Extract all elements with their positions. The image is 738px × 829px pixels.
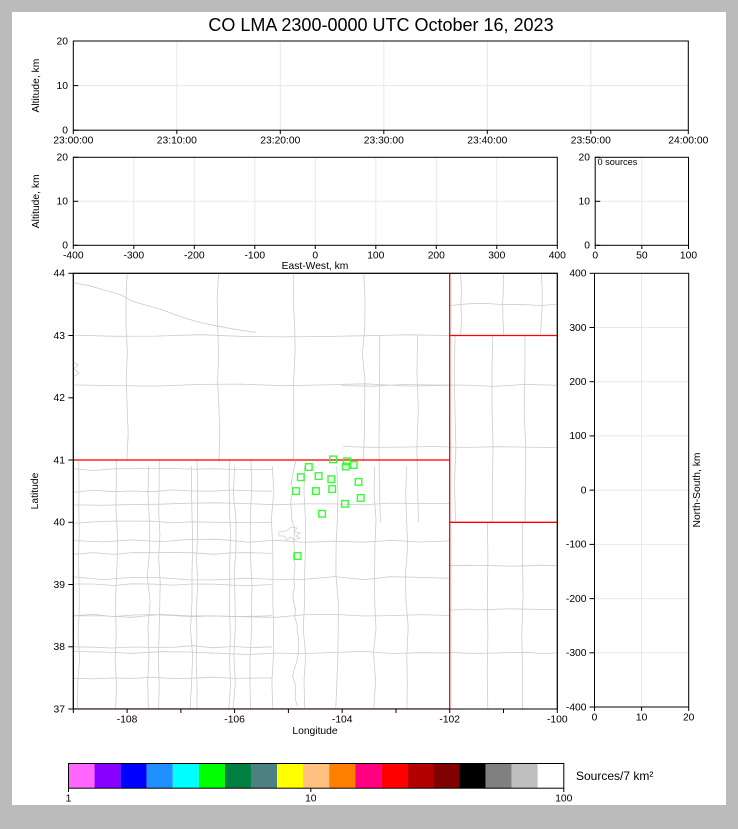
svg-text:43: 43	[54, 331, 66, 342]
svg-text:40: 40	[54, 518, 66, 529]
svg-text:-400: -400	[63, 251, 84, 262]
svg-text:20: 20	[683, 713, 695, 724]
svg-text:-108: -108	[117, 715, 138, 726]
svg-text:0: 0	[312, 251, 318, 262]
svg-text:0: 0	[584, 241, 590, 252]
svg-text:44: 44	[54, 269, 66, 280]
svg-text:10: 10	[636, 713, 648, 724]
svg-text:39: 39	[54, 580, 66, 591]
svg-text:Sources/7 km²: Sources/7 km²	[576, 769, 653, 783]
svg-text:-106: -106	[224, 715, 245, 726]
svg-text:20: 20	[57, 36, 69, 47]
svg-text:-104: -104	[332, 715, 353, 726]
svg-text:10: 10	[57, 81, 69, 92]
svg-text:-300: -300	[123, 251, 144, 262]
svg-text:23:50:00: 23:50:00	[571, 136, 611, 147]
svg-text:23:30:00: 23:30:00	[364, 136, 404, 147]
svg-text:20: 20	[579, 153, 591, 164]
svg-text:24:00:00: 24:00:00	[668, 136, 708, 147]
svg-text:0 sources: 0 sources	[598, 157, 638, 167]
svg-text:42: 42	[54, 393, 66, 404]
svg-text:Latitude: Latitude	[30, 472, 41, 509]
svg-text:100: 100	[555, 794, 572, 805]
svg-text:100: 100	[680, 251, 697, 262]
svg-text:23:10:00: 23:10:00	[157, 136, 197, 147]
svg-text:10: 10	[579, 197, 591, 208]
svg-text:Longitude: Longitude	[292, 726, 338, 737]
svg-text:400: 400	[549, 251, 566, 262]
svg-text:0: 0	[592, 251, 598, 262]
svg-text:Altitude, km: Altitude, km	[31, 174, 42, 228]
svg-text:North-South, km: North-South, km	[692, 453, 703, 528]
svg-text:Altitude, km: Altitude, km	[31, 59, 42, 113]
svg-text:200: 200	[428, 251, 445, 262]
svg-text:20: 20	[57, 153, 69, 164]
svg-text:-100: -100	[244, 251, 265, 262]
svg-text:300: 300	[488, 251, 505, 262]
svg-text:10: 10	[305, 794, 317, 805]
svg-text:-100: -100	[566, 540, 587, 551]
svg-text:-400: -400	[566, 702, 587, 713]
svg-text:300: 300	[569, 323, 586, 334]
svg-text:23:00:00: 23:00:00	[53, 136, 93, 147]
svg-text:-200: -200	[184, 251, 205, 262]
svg-text:10: 10	[57, 197, 69, 208]
svg-text:-200: -200	[566, 594, 587, 605]
svg-text:41: 41	[54, 455, 66, 466]
svg-text:East-West, km: East-West, km	[282, 261, 349, 272]
svg-text:0: 0	[592, 713, 598, 724]
svg-text:23:20:00: 23:20:00	[260, 136, 300, 147]
svg-text:37: 37	[54, 704, 66, 715]
svg-text:CO LMA 2300-0000 UTC October 1: CO LMA 2300-0000 UTC October 16, 2023	[208, 15, 553, 35]
svg-text:400: 400	[569, 269, 586, 280]
svg-text:0: 0	[581, 485, 587, 496]
svg-text:23:40:00: 23:40:00	[467, 136, 507, 147]
svg-text:-100: -100	[547, 715, 568, 726]
svg-text:200: 200	[569, 377, 586, 388]
svg-text:-300: -300	[566, 648, 587, 659]
svg-text:100: 100	[367, 251, 384, 262]
svg-text:100: 100	[569, 431, 586, 442]
svg-text:1: 1	[66, 794, 72, 805]
svg-text:50: 50	[636, 251, 648, 262]
svg-text:38: 38	[54, 642, 66, 653]
svg-text:-102: -102	[439, 715, 460, 726]
